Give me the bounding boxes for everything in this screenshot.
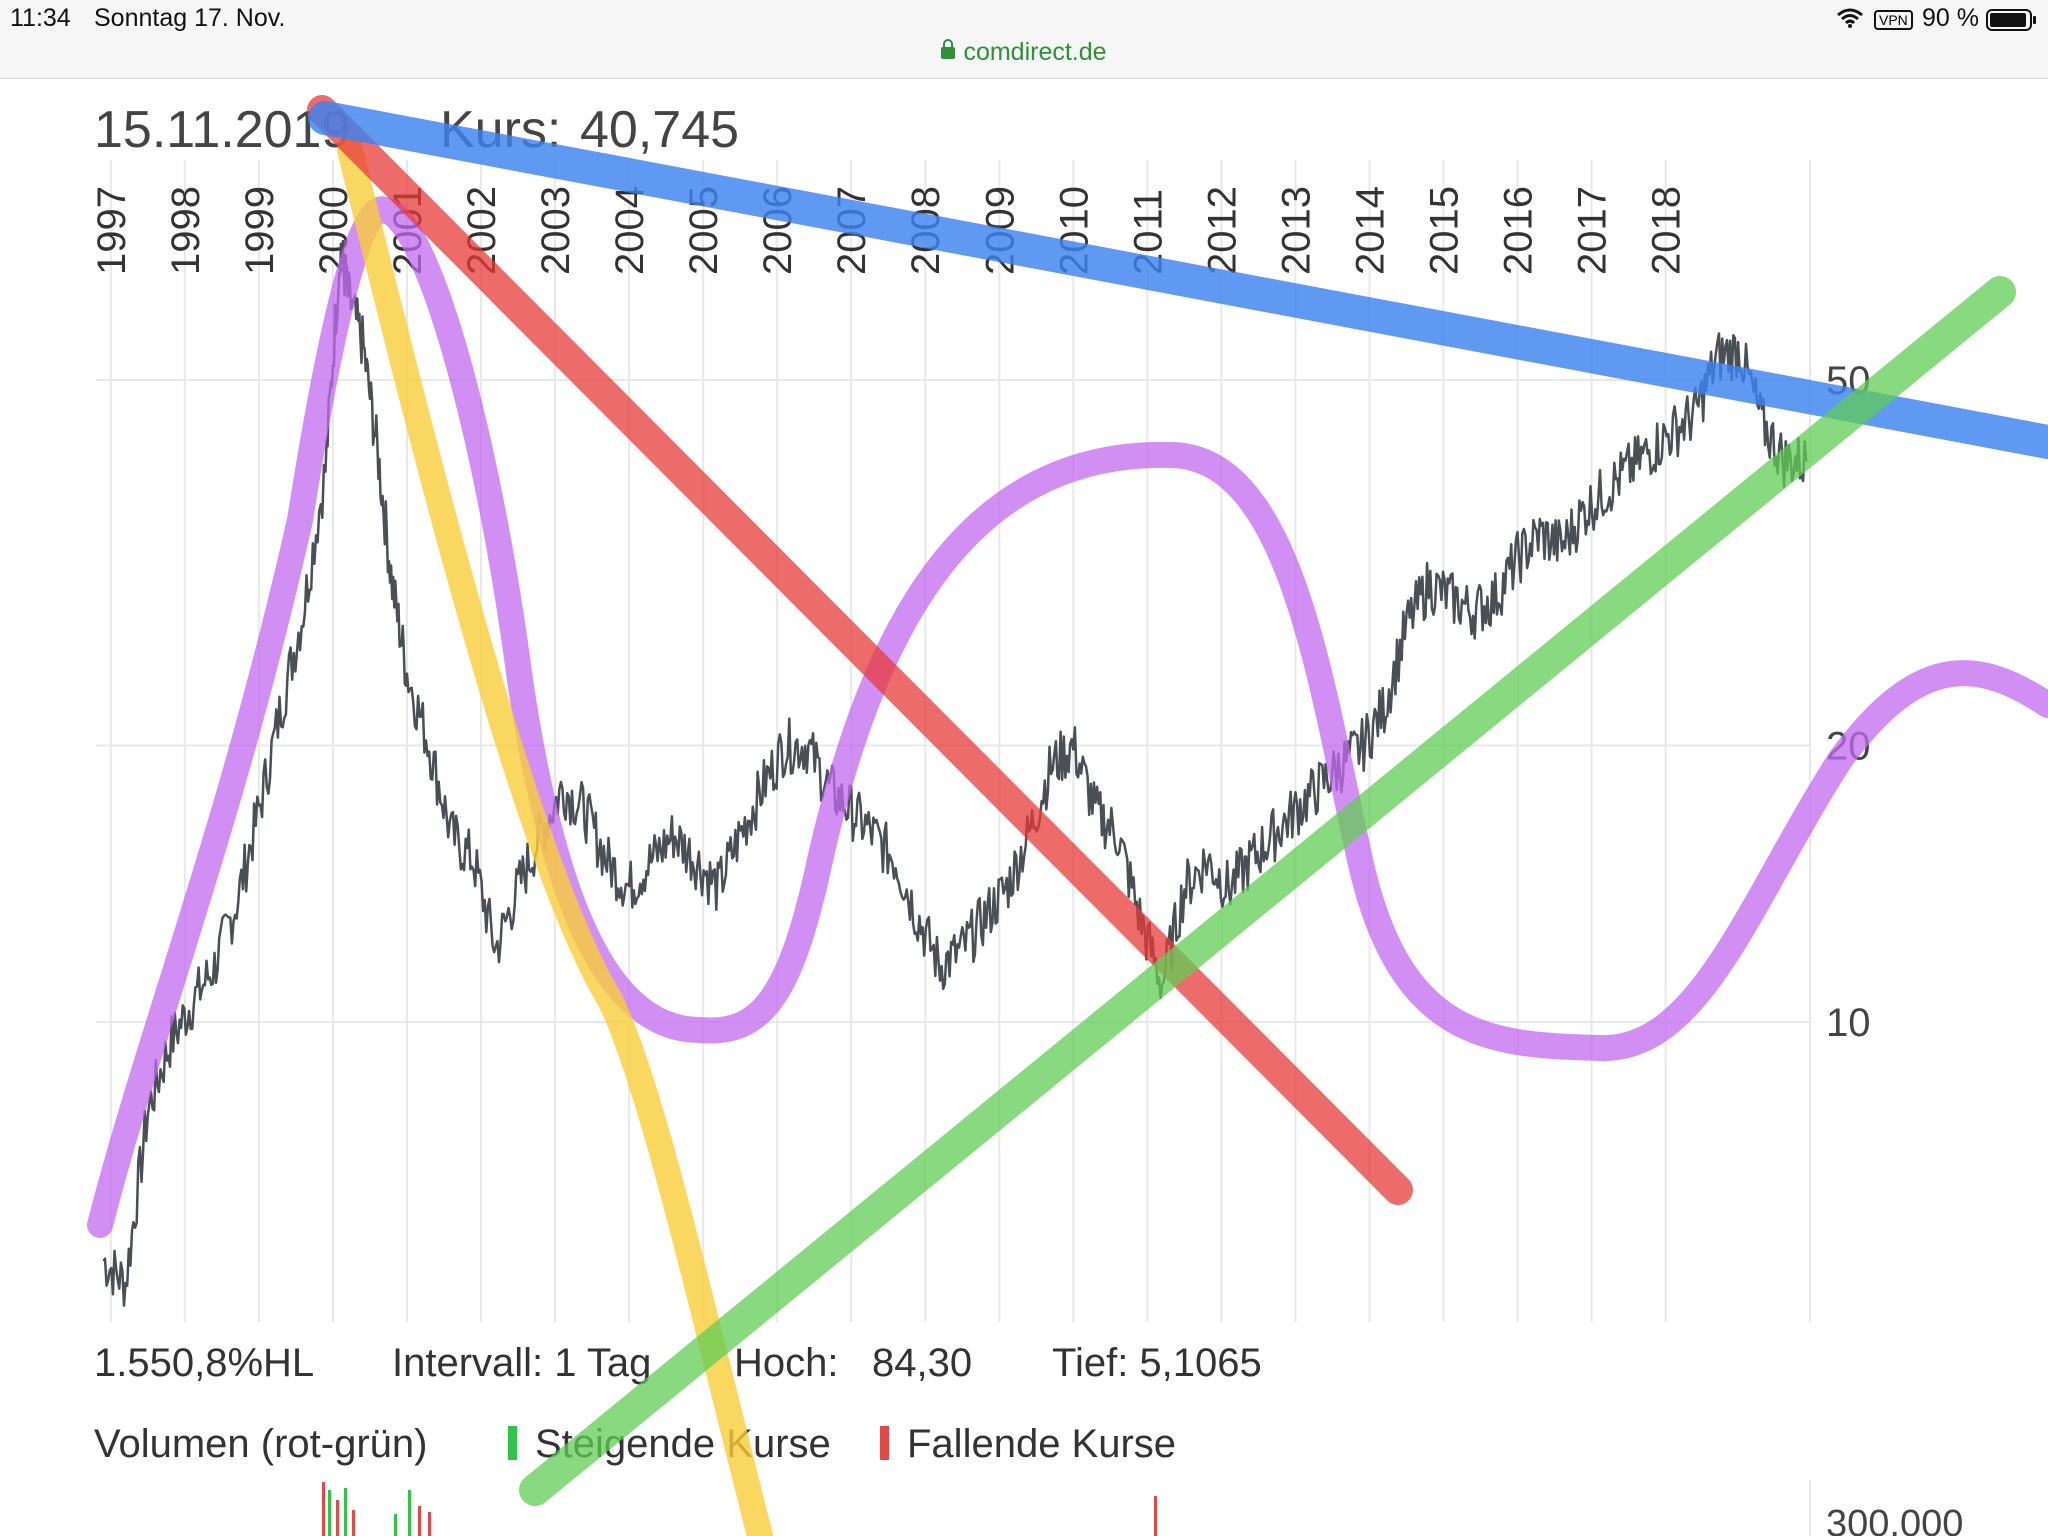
stat-high-label: Hoch: bbox=[734, 1341, 839, 1385]
volume-bar bbox=[336, 1500, 339, 1536]
x-tick-label: 2012 bbox=[1200, 186, 1244, 275]
status-date: Sonntag 17. Nov. bbox=[94, 4, 286, 32]
header-kurs-value: 40,745 bbox=[580, 101, 739, 159]
volume-bar bbox=[394, 1514, 397, 1536]
x-tick-label: 2018 bbox=[1645, 186, 1689, 275]
yellow-line-annotation bbox=[337, 137, 773, 1536]
url-bar[interactable]: comdirect.de bbox=[0, 38, 2048, 67]
volume-panel: 300.000 bbox=[322, 1480, 1963, 1536]
status-time: 11:34 bbox=[10, 4, 71, 32]
lock-icon bbox=[941, 39, 956, 59]
blue-line-annotation bbox=[308, 101, 2048, 459]
y-tick-label: 10 bbox=[1826, 1001, 1871, 1045]
volume-bar bbox=[1154, 1496, 1157, 1536]
x-tick-label: 1998 bbox=[164, 186, 208, 275]
volume-bar bbox=[352, 1510, 355, 1536]
rising-legend-swatch bbox=[508, 1426, 517, 1460]
battery-percent: 90 % bbox=[1922, 4, 1979, 32]
x-tick-label: 2016 bbox=[1497, 186, 1541, 275]
price-series bbox=[102, 239, 1808, 1307]
wifi-icon bbox=[1836, 8, 1864, 28]
volume-bar bbox=[344, 1488, 347, 1536]
battery-icon bbox=[1986, 8, 2038, 32]
drawn-annotations bbox=[87, 95, 2048, 1536]
x-tick-label: 2003 bbox=[534, 186, 578, 275]
status-bar: 11:34 Sonntag 17. Nov. VPN 90 % comdirec… bbox=[0, 0, 2048, 79]
red-line-annotation bbox=[307, 95, 1413, 1205]
x-tick-label: 2004 bbox=[608, 186, 652, 275]
volume-axis-label: 300.000 bbox=[1826, 1503, 1963, 1536]
x-tick-label: 2015 bbox=[1423, 186, 1467, 275]
vpn-badge: VPN bbox=[1874, 10, 1913, 30]
purple-wave-annotation bbox=[87, 196, 2048, 1238]
stat-interval: Intervall: 1 Tag bbox=[392, 1341, 651, 1385]
stat-low: Tief: 5,1065 bbox=[1052, 1341, 1262, 1385]
volume-legend-falling: Fallende Kurse bbox=[907, 1422, 1176, 1466]
stat-performance: 1.550,8%HL bbox=[94, 1341, 314, 1385]
green-line-annotation bbox=[519, 276, 2016, 1506]
volume-legend-label: Volumen (rot-grün) bbox=[94, 1422, 427, 1466]
x-tick-label: 2017 bbox=[1571, 186, 1615, 275]
price-line bbox=[102, 239, 1808, 1307]
x-tick-label: 1999 bbox=[238, 186, 282, 275]
volume-bar bbox=[418, 1506, 421, 1536]
url-text: comdirect.de bbox=[963, 38, 1107, 66]
x-tick-label: 2014 bbox=[1348, 186, 1392, 275]
falling-legend-swatch bbox=[880, 1426, 889, 1460]
stat-high-value: 84,30 bbox=[872, 1341, 972, 1385]
x-tick-label: 1997 bbox=[90, 186, 134, 275]
volume-bar bbox=[328, 1490, 331, 1536]
volume-bar bbox=[428, 1512, 431, 1536]
volume-bar bbox=[322, 1482, 325, 1536]
volume-bar bbox=[408, 1490, 411, 1536]
x-tick-label: 2013 bbox=[1274, 186, 1318, 275]
